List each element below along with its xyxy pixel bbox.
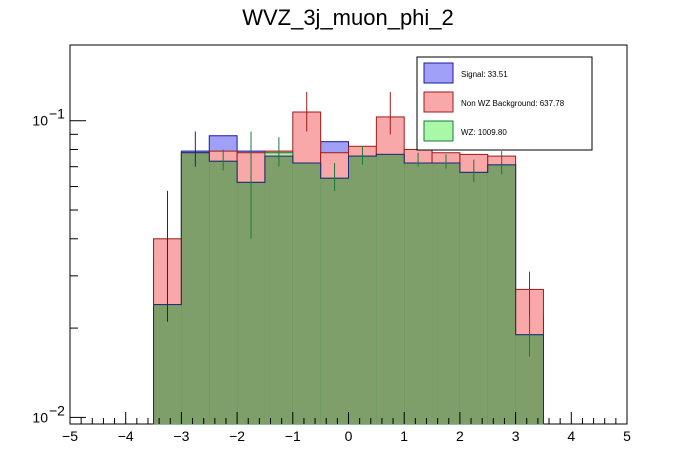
y-axis: 10−210−1 <box>32 106 86 425</box>
legend: Signal: 33.51 Non WZ Background: 637.78 WZ… <box>416 56 593 151</box>
overlap-bar <box>264 156 293 425</box>
envelope-outline <box>153 152 544 424</box>
overlap-bar <box>181 152 210 424</box>
y-tick-exponent: −2 <box>49 402 65 418</box>
x-tick-label: 0 <box>345 428 353 444</box>
legend-label: Non WZ Background: 637.78 <box>461 99 565 108</box>
overlap-bar <box>376 154 405 424</box>
overlap-bar <box>348 156 377 425</box>
x-tick-label: 2 <box>456 428 464 444</box>
overlap-region <box>153 152 544 425</box>
x-tick-label: 3 <box>512 428 520 444</box>
x-axis: −5 −4 −3 −2 −1 0 1 2 3 4 5 <box>62 412 631 444</box>
overlap-bar <box>209 161 238 425</box>
plot-area: −5 −4 −3 −2 −1 0 1 2 3 4 510−210−1 <box>32 44 631 444</box>
legend-label: WZ: 1009.80 <box>461 128 507 137</box>
y-tick-exponent: −1 <box>49 106 65 122</box>
overlap-bar <box>432 163 460 424</box>
legend-swatch <box>423 91 454 113</box>
y-tick-label: 10 <box>32 113 48 129</box>
legend-swatch <box>423 120 454 142</box>
error-bars <box>166 91 531 357</box>
x-tick-label: −2 <box>229 428 245 444</box>
legend-label: Signal: 33.51 <box>461 70 508 79</box>
overlap-bar <box>487 164 516 424</box>
x-tick-label: −3 <box>173 428 189 444</box>
overlap-bar <box>459 172 488 424</box>
overlap-bar <box>404 163 433 424</box>
legend-swatch <box>423 62 454 84</box>
x-tick-label: 1 <box>400 428 408 444</box>
chart-title: WVZ_3j_muon_phi_2 <box>242 5 454 30</box>
x-tick-label: 5 <box>623 428 631 444</box>
x-tick-label: 4 <box>567 428 575 444</box>
overlap-bar <box>292 163 321 424</box>
x-tick-label: −4 <box>118 428 134 444</box>
x-tick-label: −1 <box>285 428 301 444</box>
x-tick-label: −5 <box>62 428 78 444</box>
y-tick-label: 10 <box>32 409 48 425</box>
overlap-bar <box>320 178 349 424</box>
overlap-bar <box>153 304 182 424</box>
